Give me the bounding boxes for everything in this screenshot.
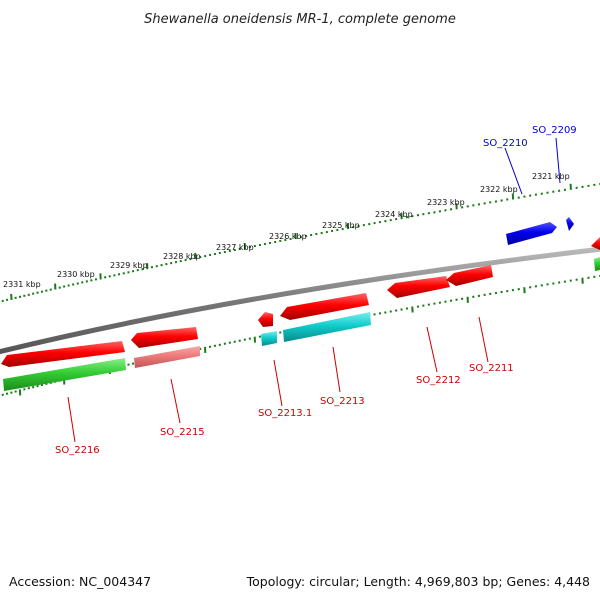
- gene-label[interactable]: SO_2210: [483, 138, 528, 149]
- map-title: Shewanella oneidensis MR-1, complete gen…: [144, 12, 456, 27]
- kbp-label: 2322 kbp: [480, 185, 518, 194]
- kbp-label: 2323 kbp: [427, 198, 465, 207]
- gene-label[interactable]: SO_2213: [320, 396, 365, 407]
- gene-so2210-arrow[interactable]: [506, 222, 557, 245]
- gene-label[interactable]: SO_2212: [416, 375, 461, 386]
- leader-so2209: [555, 137, 561, 184]
- label-leaders: [67, 137, 561, 443]
- gene-label[interactable]: SO_2211: [469, 363, 514, 374]
- gene-so2211-arrow[interactable]: [446, 265, 493, 286]
- gene-so2213-1-cyan-bar[interactable]: [261, 331, 277, 346]
- leader-so2210: [504, 147, 523, 195]
- genome-backbone: [0, 246, 600, 355]
- kbp-label: 2330 kbp: [57, 270, 95, 279]
- topology-text: Topology: circular; Length: 4,969,803 bp…: [246, 574, 590, 589]
- kbp-label: 2321 kbp: [532, 172, 570, 181]
- leader-so2212: [426, 326, 438, 373]
- leader-so2216: [67, 396, 76, 443]
- leader-so2211: [478, 316, 489, 363]
- gene-edge-arrow-red[interactable]: [591, 237, 600, 250]
- kbp-label: 2324 kbp: [375, 210, 413, 219]
- gene-so2213-cyan-bar[interactable]: [283, 312, 371, 342]
- gene-so2215-arrow[interactable]: [131, 327, 198, 348]
- gene-so2216-green-bar[interactable]: [3, 358, 126, 391]
- gene-label[interactable]: SO_2215: [160, 427, 205, 438]
- outer-scale-ticks: [1, 183, 600, 303]
- gene-edge-green-bar[interactable]: [594, 257, 600, 271]
- leader-so2213-1: [273, 359, 283, 407]
- scale-labels: 2331 kbp 2330 kbp 2329 kbp 2328 kbp 2327…: [3, 172, 570, 289]
- gene-label[interactable]: SO_2209: [532, 125, 577, 136]
- gene-label[interactable]: SO_2213.1: [258, 408, 312, 419]
- gene-so2212-arrow[interactable]: [387, 276, 450, 298]
- leader-so2215: [170, 378, 181, 424]
- kbp-label: 2328 kbp: [163, 252, 201, 261]
- gene-so2213-1-arrow[interactable]: [258, 312, 273, 327]
- leader-so2213: [332, 346, 341, 393]
- gene-so2215-light-bar[interactable]: [134, 346, 200, 368]
- kbp-label: 2327 kbp: [216, 243, 254, 252]
- gene-label[interactable]: SO_2216: [55, 445, 100, 456]
- kbp-label: 2331 kbp: [3, 280, 41, 289]
- accession-text: Accession: NC_004347: [9, 574, 151, 589]
- gene-so2216-arrow[interactable]: [1, 341, 125, 367]
- kbp-label: 2329 kbp: [110, 261, 148, 270]
- kbp-label: 2325 kbp: [322, 221, 360, 230]
- gene-so2213-arrow[interactable]: [280, 293, 369, 320]
- gene-so2209-arrow[interactable]: [566, 217, 574, 231]
- kbp-label: 2326 kbp: [269, 232, 307, 241]
- gene-labels: SO_2209 SO_2210 SO_2211 SO_2212 SO_2213 …: [55, 125, 577, 456]
